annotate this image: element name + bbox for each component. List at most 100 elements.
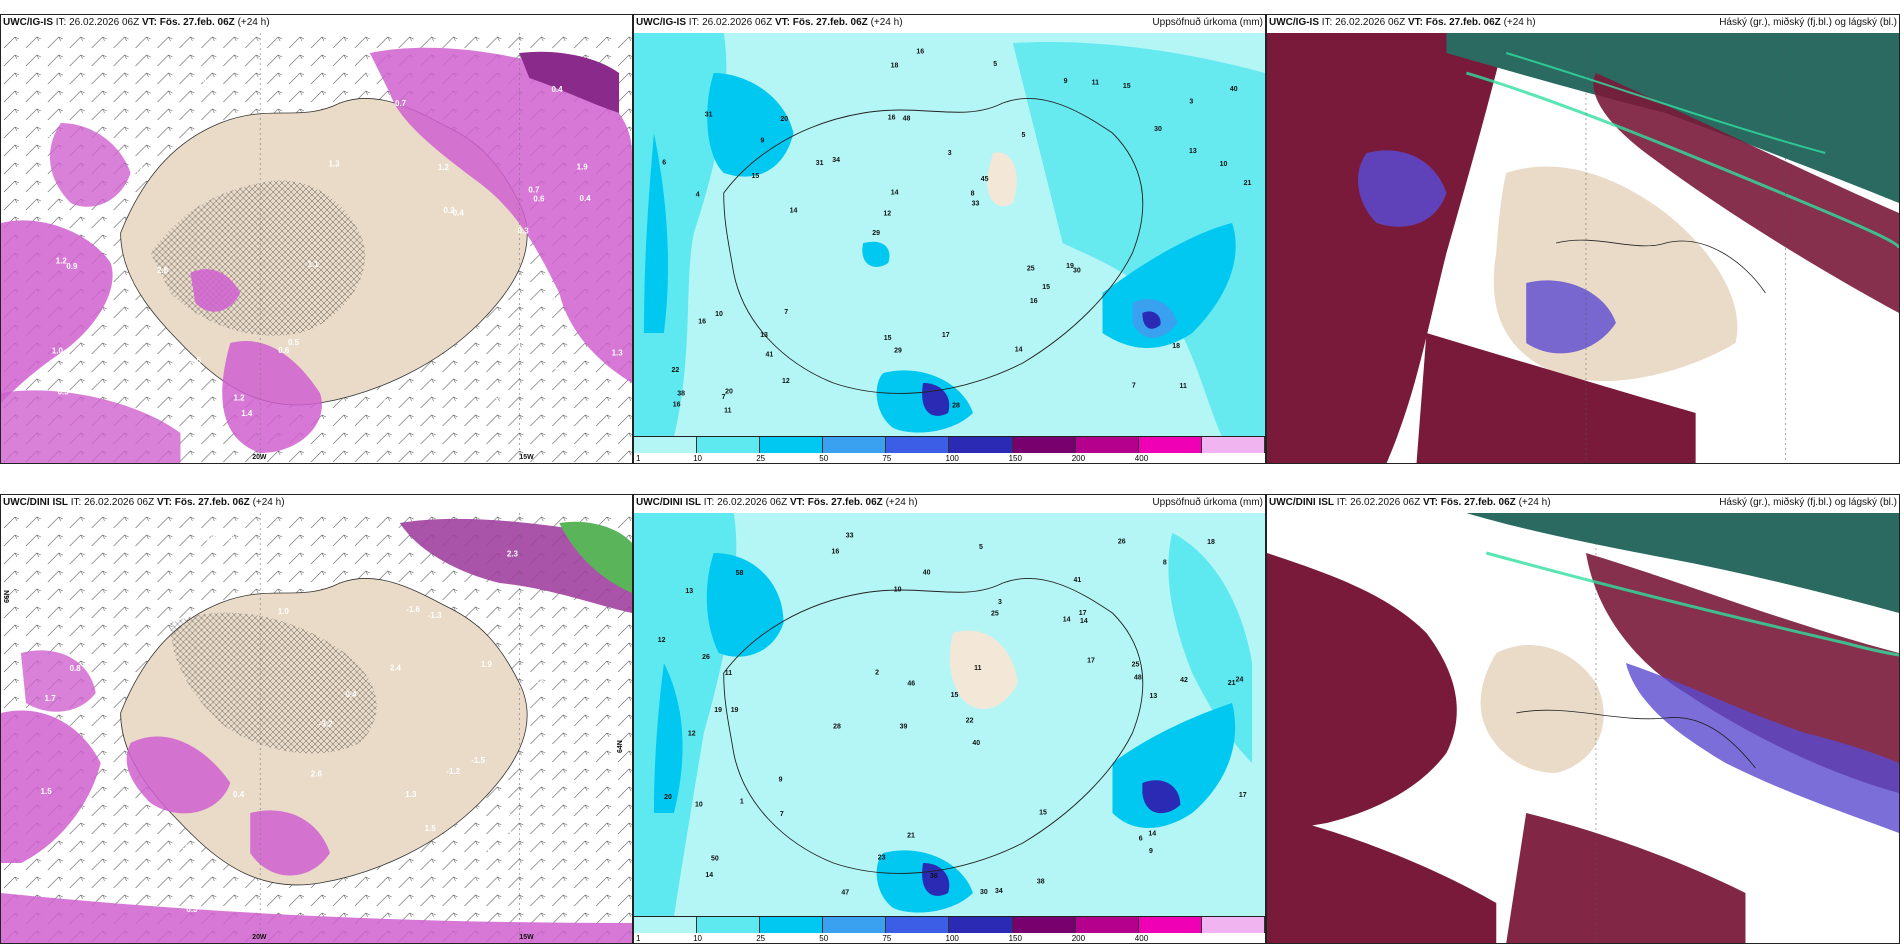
map-value-label: 12: [688, 730, 696, 737]
map-value-label: 10: [894, 586, 902, 593]
map-value-label: 47: [841, 890, 849, 897]
map-value-label: 0.9: [42, 133, 54, 142]
map-value-label: 20: [725, 389, 733, 396]
field-map: 20W 15W 1.0 1.9 1.5 1.3 0.5 0.4 0.7 0.5 0.4 0.3 0.…: [1, 33, 632, 463]
map-value-label: 1.0: [52, 347, 64, 356]
map-value-label: 28: [952, 403, 960, 410]
map-value-label: 8: [1163, 560, 1167, 567]
map-value-label: 19: [714, 707, 722, 714]
valid-time: Fös. 27.feb. 06Z: [159, 17, 235, 28]
map-value-label: 14: [891, 190, 899, 197]
map-value-label: 6: [1139, 835, 1143, 842]
map-value-label: 17: [1087, 658, 1095, 665]
map-value-label: 5: [1022, 132, 1026, 139]
colorbar-swatch: [1012, 437, 1076, 453]
colorbar-swatch: [1075, 917, 1139, 933]
map-value-label: 0.5: [58, 388, 70, 397]
map-value-label: 0.5: [288, 338, 300, 347]
map-value-label: 0.8: [70, 664, 82, 673]
map-value-label: 45: [981, 176, 989, 183]
map-value-label: 13: [1149, 693, 1157, 700]
map-value-label: -3.2: [319, 719, 333, 728]
map-value-label: 0.4: [376, 398, 388, 407]
map-value-label: 1.9: [146, 527, 158, 536]
map-value-label: 2.6: [311, 769, 323, 778]
map-value-label: 50: [711, 855, 719, 862]
colorbar-swatch: [760, 917, 824, 933]
valid-time: Fös. 27.feb. 06Z: [174, 497, 250, 508]
map-value-label: 33: [846, 533, 854, 540]
map-value-label: 19: [1066, 263, 1074, 270]
map-value-label: 2.5: [471, 871, 483, 880]
map-value-label: 18: [891, 63, 899, 70]
map-value-label: 30: [980, 889, 988, 896]
map-value-label: 0.3: [186, 905, 198, 914]
map-value-label: 9: [760, 138, 764, 145]
map-value-label: 15: [1123, 83, 1131, 90]
map-value-label: 25: [991, 610, 999, 617]
map-value-label: 13: [760, 332, 768, 339]
colorbar-swatch: [949, 437, 1013, 453]
map-panel-cloud-top: UWC/IG-IS IT: 26.02.2026 06Z VT: Fös. 27…: [1266, 14, 1900, 464]
map-value-label: 7: [780, 811, 784, 818]
map-value-label: -1.3: [187, 543, 201, 552]
map-value-label: 22: [671, 367, 679, 374]
map-value-label: 16: [1030, 298, 1038, 305]
cloud-map: [1267, 33, 1899, 463]
colorbar-swatch: [1138, 437, 1202, 453]
model-name: UWC/IG-IS: [3, 17, 53, 28]
map-value-label: 58: [736, 570, 744, 577]
precip-title: Uppsöfnuð úrkoma (mm): [1152, 17, 1263, 28]
cloud-map: [1267, 513, 1899, 943]
colorbar-tick-label: 75: [882, 934, 892, 943]
map-value-label: 39: [900, 724, 908, 731]
map-value-label: 14: [1063, 617, 1071, 624]
map-value-label: 26: [1118, 539, 1126, 546]
map-value-label: 36: [930, 873, 938, 880]
map-value-label: 3: [998, 599, 1002, 606]
map-value-label: 1.4: [241, 409, 253, 418]
map-value-label: 1.1: [308, 260, 320, 269]
map-value-label: 19: [731, 707, 739, 714]
map-value-label: 15: [752, 173, 760, 180]
map-value-label: 1.3: [612, 348, 624, 357]
map-value-label: 13: [1189, 148, 1197, 155]
colorbar-swatch: [823, 437, 887, 453]
map-value-label: 0.4: [453, 208, 465, 217]
map-value-label: 12: [658, 637, 666, 644]
colorbar-tick-label: 100: [945, 454, 959, 463]
colorbar-swatch: [1138, 917, 1202, 933]
init-time: 26.02.2026 06Z: [1350, 497, 1421, 508]
map-value-label: 2.3: [188, 92, 200, 101]
lead-time: (+24 h): [1518, 497, 1551, 508]
map-value-label: 22: [966, 717, 974, 724]
map-value-label: 30: [1073, 267, 1081, 274]
map-value-label: 5: [993, 61, 997, 68]
map-value-label: 0.9: [66, 262, 78, 271]
valid-time: Fös. 27.feb. 06Z: [792, 17, 868, 28]
map-value-label: 1.5: [570, 358, 582, 367]
lon-label-15w: 15W: [519, 934, 534, 941]
map-value-label: 7: [1132, 382, 1136, 389]
map-value-label: -1.9: [183, 843, 197, 852]
lead-time: (+24 h): [1503, 17, 1536, 28]
map-value-label: 0.7: [528, 185, 540, 194]
map-value-label: 21: [1244, 180, 1252, 187]
map-value-label: 0.6: [533, 194, 545, 203]
map-value-label: 14: [790, 207, 798, 214]
map-value-label: 0.4: [501, 827, 513, 836]
map-value-label: 23: [878, 854, 886, 861]
map-value-label: 0.6: [544, 293, 556, 302]
map-value-label: 14: [1015, 346, 1023, 353]
precip-map: 11 4 3 29 5 20 16 3 10 34 22 41 48 45 30 31 18 21 25 13 12 15…: [634, 33, 1265, 437]
map-value-label: -1.2: [201, 533, 215, 542]
map-value-label: 16: [916, 49, 924, 56]
map-value-label: 14: [1080, 618, 1088, 625]
colorbar-swatch: [634, 437, 698, 453]
map-value-label: 40: [1230, 86, 1238, 93]
map-value-label: 30: [1154, 126, 1162, 133]
map-value-label: 8: [971, 190, 975, 197]
map-value-label: 9: [779, 776, 783, 783]
map-value-label: 42: [1180, 677, 1188, 684]
map-value-label: -1.2: [446, 767, 460, 776]
